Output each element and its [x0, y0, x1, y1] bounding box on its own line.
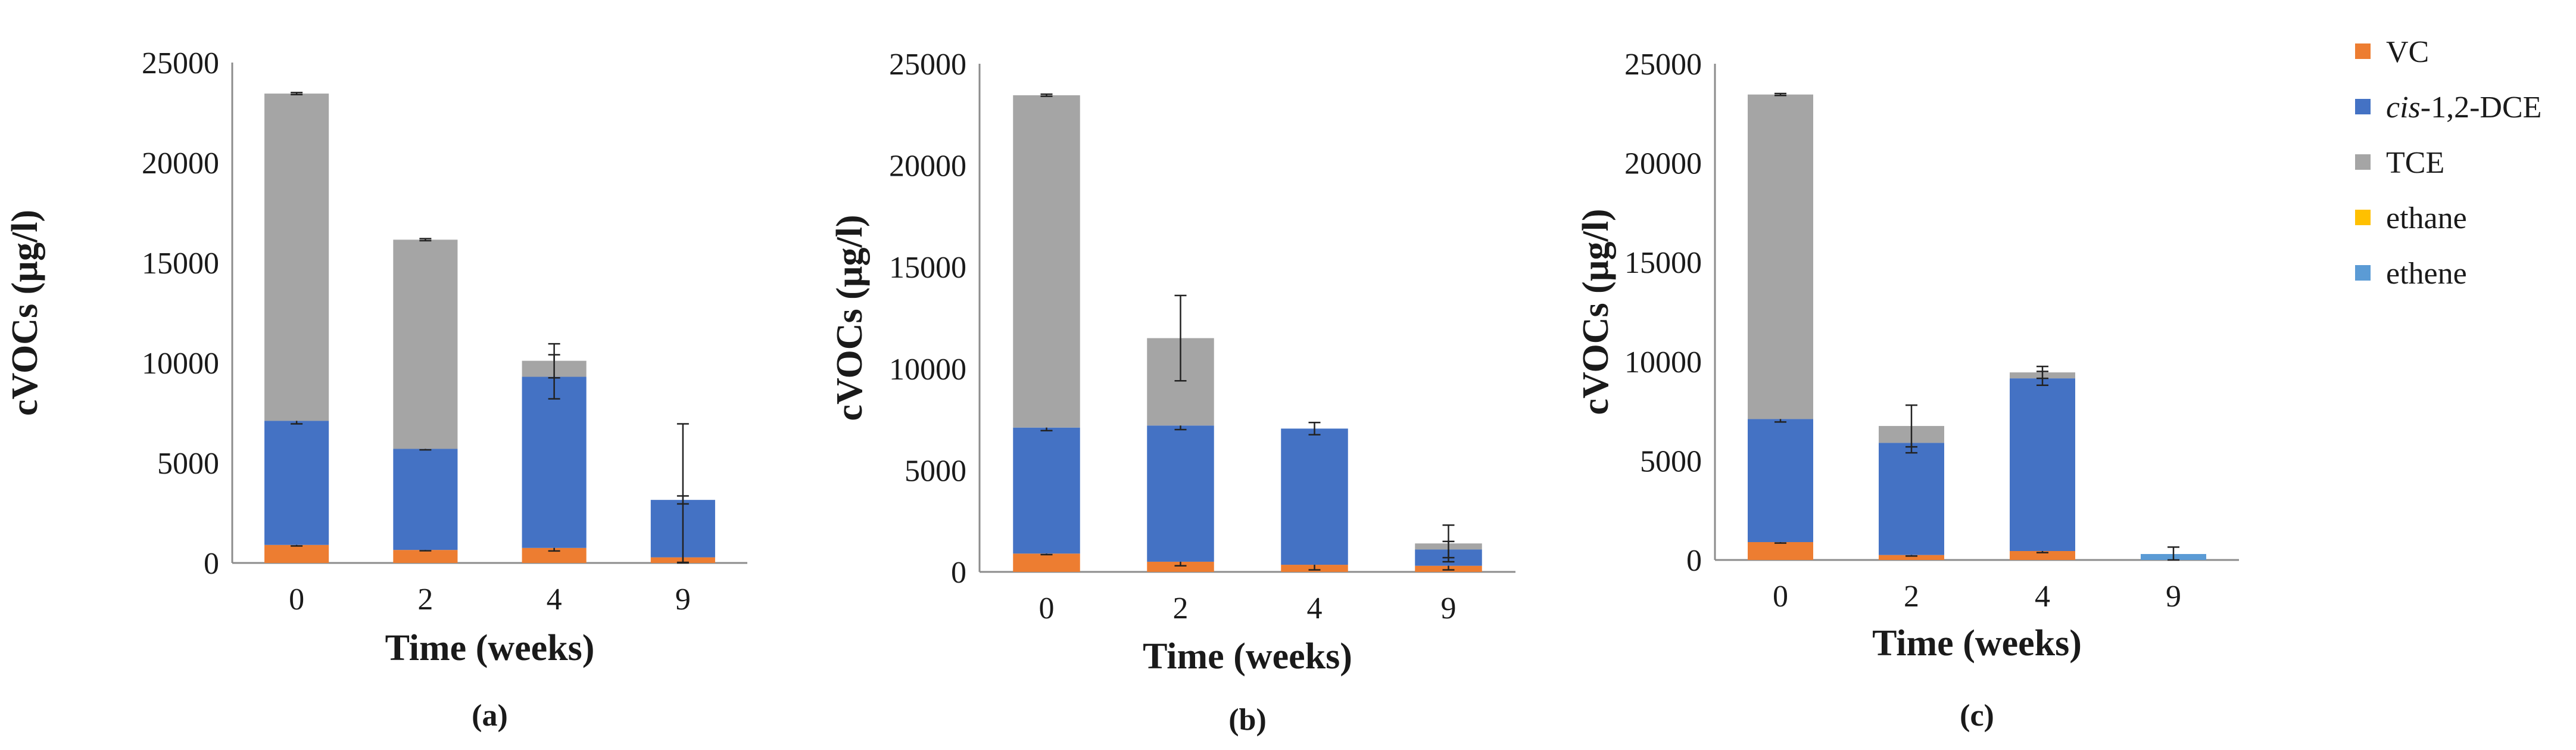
- legend-label: ethane: [2386, 201, 2467, 235]
- legend-swatch: [2355, 154, 2371, 170]
- y-tick-label: 15000: [889, 251, 966, 285]
- panel-label: (c): [1960, 699, 1994, 733]
- x-tick-label: 4: [547, 583, 562, 617]
- x-tick-label: 0: [1039, 592, 1055, 625]
- legend-item-TCE: TCE: [2355, 146, 2444, 180]
- legend-swatch: [2355, 99, 2371, 114]
- bar-vc: [393, 550, 458, 563]
- x-tick-label: 2: [417, 583, 433, 617]
- y-tick-label: 0: [1686, 544, 1702, 578]
- legend-item-cis-dce: cis-1,2-DCE: [2355, 91, 2541, 125]
- legend-label: ethene: [2386, 257, 2467, 291]
- y-axis-title: cVOCs (µg/l): [5, 210, 45, 416]
- y-tick-label: 10000: [1624, 346, 1702, 379]
- bar-vc: [1748, 542, 1813, 560]
- panel-label: (b): [1228, 703, 1267, 737]
- legend-label: TCE: [2386, 146, 2444, 180]
- legend-swatch: [2355, 210, 2371, 225]
- legend-label: cis-1,2-DCE: [2386, 91, 2541, 125]
- panel-label: (a): [472, 699, 508, 733]
- bar-tce: [393, 239, 458, 449]
- y-tick-label: 0: [204, 547, 219, 581]
- bar-tce: [1748, 94, 1813, 419]
- y-tick-label: 5000: [905, 454, 966, 488]
- bar-cis-1-2-dce: [522, 376, 587, 548]
- x-tick-label: 2: [1173, 592, 1189, 625]
- legend-label-italic: cis: [2386, 91, 2421, 125]
- bar-cis-1-2-dce: [1281, 428, 1348, 565]
- x-tick-label: 9: [2166, 580, 2181, 614]
- chart-panel-1: 0 5000 10000 15000 20000 25000 0 2 4 9 Time (weeks…: [5, 46, 747, 733]
- bar-vc: [1013, 553, 1080, 572]
- x-tick-label: 2: [1904, 580, 1919, 614]
- chart-panel-3: 0 5000 10000 15000 20000 25000 0 2 4 9 Time (weeks…: [1576, 48, 2239, 733]
- y-tick-label: 20000: [142, 147, 219, 181]
- bar-cis-1-2-dce: [1748, 419, 1813, 543]
- y-tick-label: 15000: [142, 247, 219, 281]
- y-tick-label: 5000: [157, 447, 219, 481]
- y-tick-label: 5000: [1640, 444, 1702, 478]
- bar-vc: [1879, 555, 1944, 560]
- bar-cis-1-2-dce: [1147, 425, 1214, 562]
- legend-item-ethene: ethene: [2355, 257, 2467, 291]
- y-tick-label: 10000: [142, 347, 219, 381]
- y-tick-label: 25000: [889, 48, 966, 82]
- x-axis-title: Time (weeks): [1143, 636, 1352, 677]
- x-axis-title: Time (weeks): [385, 628, 595, 668]
- y-tick-label: 10000: [889, 353, 966, 387]
- legend-label-rest: -1,2-DCE: [2421, 91, 2542, 125]
- legend-item-ethane: ethane: [2355, 201, 2467, 235]
- y-tick-label: 15000: [1624, 246, 1702, 280]
- legend: VC cis-1,2-DCE TCE ethane ethene: [2355, 35, 2541, 291]
- y-tick-label: 0: [951, 556, 966, 590]
- x-tick-label: 9: [675, 583, 691, 617]
- y-axis-title: cVOCs (µg/l): [1576, 208, 1616, 415]
- x-tick-label: 4: [2035, 580, 2050, 614]
- bar-vc: [2010, 551, 2075, 560]
- x-tick-label: 4: [1307, 592, 1323, 625]
- bar-cis-1-2-dce: [2010, 378, 2075, 552]
- chart-panel-2: 0 5000 10000 15000 20000 25000 0 2 4 9 Time (weeks…: [829, 48, 1515, 737]
- y-tick-label: 20000: [1624, 147, 1702, 181]
- bar-tce: [1013, 95, 1080, 428]
- bar-cis-1-2-dce: [1013, 427, 1080, 554]
- bar-vc: [264, 544, 329, 563]
- x-tick-label: 0: [1773, 580, 1788, 614]
- bar-cis-1-2-dce: [264, 421, 329, 545]
- bar-tce: [264, 94, 329, 421]
- x-tick-label: 0: [289, 583, 304, 617]
- legend-swatch: [2355, 265, 2371, 281]
- y-tick-label: 25000: [142, 46, 219, 80]
- y-axis-title: cVOCs (µg/l): [829, 214, 870, 421]
- legend-item-VC: VC: [2355, 35, 2429, 69]
- bar-cis-1-2-dce: [1879, 443, 1944, 555]
- y-tick-label: 20000: [889, 150, 966, 183]
- bar-cis-1-2-dce: [393, 449, 458, 550]
- y-tick-label: 25000: [1624, 48, 1702, 82]
- bar-vc: [1147, 561, 1214, 572]
- legend-swatch: [2355, 43, 2371, 59]
- legend-label: VC: [2386, 35, 2429, 69]
- x-tick-label: 9: [1441, 592, 1457, 625]
- x-axis-title: Time (weeks): [1872, 623, 2082, 664]
